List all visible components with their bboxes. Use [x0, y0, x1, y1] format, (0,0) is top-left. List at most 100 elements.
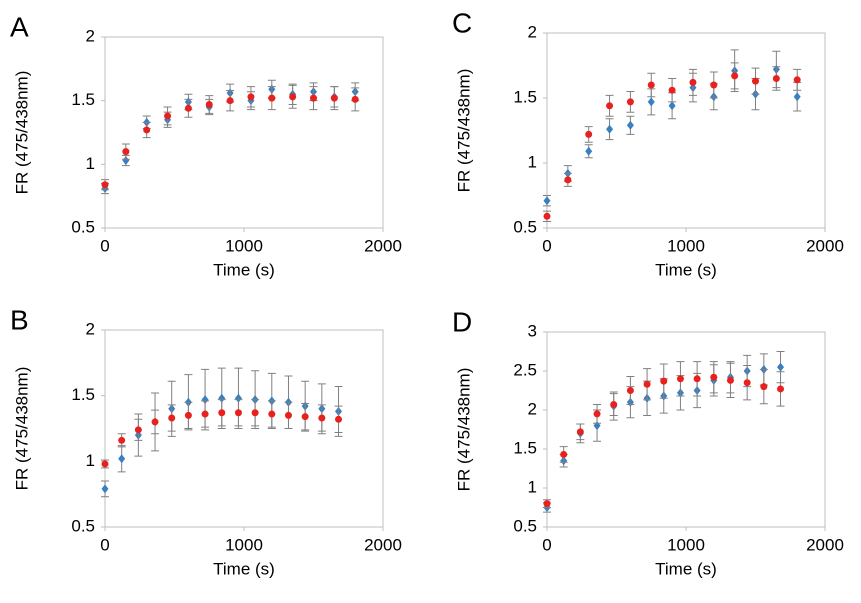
data-point — [693, 375, 701, 383]
data-point — [731, 72, 739, 80]
y-tick-label: 1 — [528, 152, 537, 171]
y-axis-title: FR (475/438nm) — [12, 367, 31, 491]
data-point — [676, 375, 684, 383]
data-point — [122, 148, 130, 156]
data-point — [101, 484, 109, 494]
x-tick-label: 2000 — [364, 236, 402, 255]
data-point — [134, 426, 142, 434]
data-point — [268, 94, 276, 102]
y-tick-label: 1 — [86, 451, 95, 470]
data-point — [710, 373, 718, 381]
data-point — [205, 100, 213, 108]
data-point — [118, 454, 126, 464]
data-point — [122, 156, 130, 166]
x-axis-title: Time (s) — [655, 559, 717, 578]
data-point — [668, 86, 676, 94]
data-point — [247, 93, 255, 101]
plot-frame — [546, 331, 826, 528]
data-point — [752, 77, 759, 85]
data-point — [143, 126, 151, 134]
x-axis-title: Time (s) — [655, 260, 717, 279]
y-tick-label: 2 — [86, 319, 95, 338]
y-tick-label: 2.5 — [513, 360, 537, 379]
data-point — [234, 409, 242, 417]
panel-label: B — [10, 304, 29, 335]
data-point — [726, 376, 734, 384]
data-point — [772, 75, 780, 82]
data-point — [201, 395, 209, 405]
data-point — [647, 81, 655, 89]
x-axis-title: Time (s) — [213, 260, 275, 279]
x-tick-label: 0 — [100, 535, 109, 554]
data-point — [101, 181, 109, 189]
y-tick-label: 1.5 — [513, 87, 537, 106]
data-point — [151, 418, 159, 426]
data-point — [201, 410, 209, 418]
data-point — [647, 97, 655, 107]
data-point — [543, 196, 551, 206]
data-point — [660, 377, 668, 385]
y-tick-label: 0.5 — [71, 516, 95, 535]
x-tick-label: 2000 — [806, 236, 844, 255]
data-point — [689, 78, 697, 86]
data-point — [318, 414, 326, 422]
y-tick-label: 0.5 — [513, 516, 537, 535]
panel-label: A — [10, 11, 29, 42]
data-point — [335, 415, 343, 423]
data-point — [777, 362, 785, 372]
y-tick-label: 3 — [528, 321, 537, 340]
y-tick-label: 1.5 — [513, 438, 537, 457]
data-point — [301, 413, 309, 421]
data-point — [330, 94, 338, 102]
data-point — [560, 450, 568, 458]
panel-label: C — [452, 7, 472, 38]
data-point — [760, 383, 768, 391]
panel-label: D — [452, 306, 472, 337]
x-tick-label: 0 — [542, 535, 551, 554]
x-tick-label: 2000 — [364, 535, 402, 554]
data-point — [218, 409, 226, 417]
data-point — [310, 94, 317, 102]
data-point — [777, 385, 785, 393]
data-point — [351, 95, 359, 103]
data-point — [610, 401, 618, 409]
data-point — [164, 112, 172, 120]
data-point — [643, 380, 651, 388]
data-point — [564, 176, 572, 184]
x-axis-title: Time (s) — [213, 559, 275, 578]
y-tick-label: 1 — [528, 477, 537, 496]
data-point — [251, 409, 259, 417]
data-point — [585, 146, 593, 156]
y-tick-label: 2 — [528, 399, 537, 418]
x-tick-label: 1000 — [667, 236, 705, 255]
x-tick-label: 0 — [100, 236, 109, 255]
data-point — [743, 379, 751, 387]
x-tick-label: 1000 — [225, 236, 263, 255]
x-tick-label: 0 — [542, 236, 551, 255]
data-point — [284, 411, 292, 419]
y-tick-label: 0.5 — [513, 217, 537, 236]
data-point — [576, 428, 584, 436]
data-point — [793, 92, 801, 102]
x-tick-label: 2000 — [806, 535, 844, 554]
y-tick-label: 1.5 — [71, 90, 95, 109]
data-point — [168, 414, 176, 422]
data-point — [226, 97, 234, 105]
y-tick-label: 0.5 — [71, 217, 95, 236]
data-point — [118, 436, 126, 444]
data-point — [543, 500, 551, 508]
data-point — [626, 120, 634, 130]
data-point — [268, 410, 276, 418]
data-point — [184, 411, 192, 419]
data-point — [543, 212, 551, 220]
y-tick-label: 1 — [86, 154, 95, 173]
y-tick-label: 1.5 — [71, 385, 95, 404]
data-point — [606, 124, 614, 134]
x-tick-label: 1000 — [667, 535, 705, 554]
y-tick-label: 2 — [528, 22, 537, 41]
data-point — [234, 393, 242, 403]
y-tick-label: 2 — [86, 26, 95, 45]
y-axis-title: FR (475/438nm) — [454, 368, 473, 492]
x-tick-label: 1000 — [225, 535, 263, 554]
